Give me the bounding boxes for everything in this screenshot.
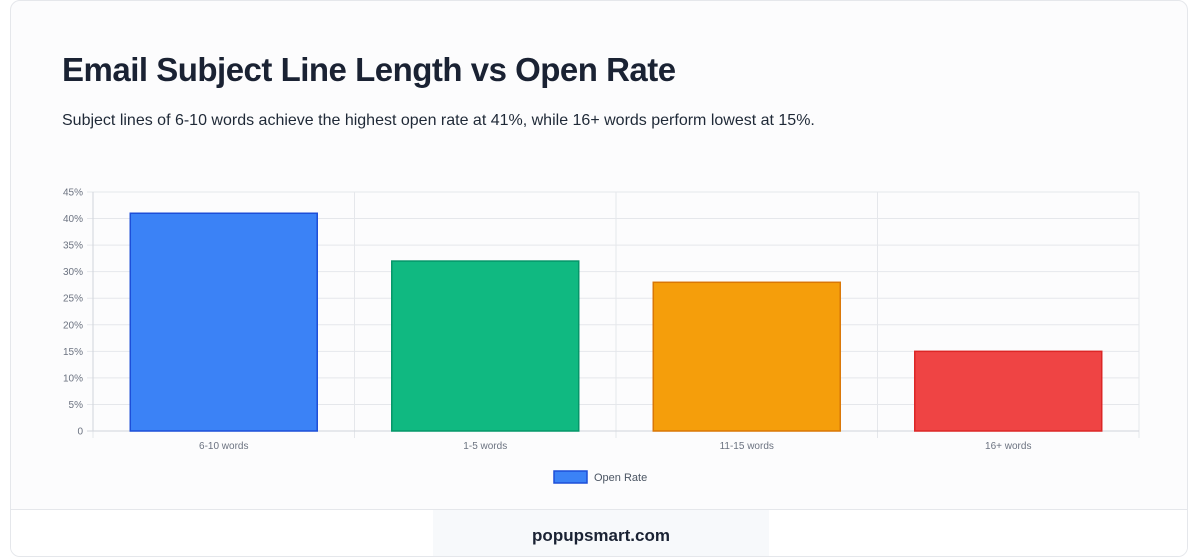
x-tick-label: 6-10 words xyxy=(199,441,248,452)
bar-2 xyxy=(391,260,580,432)
y-tick-label: 15% xyxy=(63,347,83,358)
bar-3 xyxy=(652,281,841,432)
chart-title: Email Subject Line Length vs Open Rate xyxy=(62,51,676,88)
y-tick-label: 45% xyxy=(63,188,83,199)
x-tick-label: 11-15 words xyxy=(720,441,774,452)
y-tick-label: 0 xyxy=(77,427,83,438)
y-tick-label: 35% xyxy=(63,241,83,252)
y-tick-label: 25% xyxy=(63,294,83,305)
bar-4 xyxy=(914,350,1103,432)
legend-label: Open Rate xyxy=(594,472,647,484)
bar-chart: 0 5% 10% 15% 20% 25% 30% 35% 40% 45% 6-10 words 1-5… xyxy=(63,188,1140,484)
y-tick-label: 20% xyxy=(63,320,83,331)
x-tick-label: 16+ words xyxy=(985,441,1031,452)
y-tick-label: 30% xyxy=(63,267,83,278)
chart-card: Email Subject Line Length vs Open Rate S… xyxy=(10,0,1188,557)
y-tick-label: 5% xyxy=(69,400,84,411)
footer: popupsmart.com xyxy=(11,509,1187,556)
footer-brand[interactable]: popupsmart.com xyxy=(532,526,670,545)
x-tick-label: 1-5 words xyxy=(463,441,507,452)
bar-1 xyxy=(129,212,318,432)
y-tick-label: 10% xyxy=(63,373,83,384)
chart-subtitle: Subject lines of 6-10 words achieve the … xyxy=(62,112,815,129)
legend-swatch xyxy=(553,470,588,484)
footer-brand-box: popupsmart.com xyxy=(433,510,769,556)
y-tick-label: 40% xyxy=(63,214,83,225)
